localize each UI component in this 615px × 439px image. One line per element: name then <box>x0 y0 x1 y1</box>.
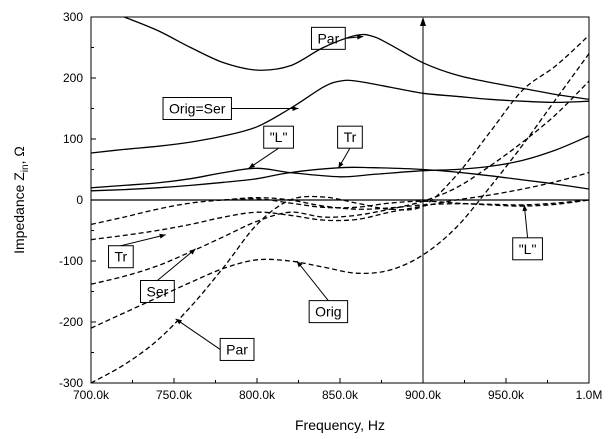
series-line-5-dashed <box>91 34 589 383</box>
series-line-9-dashed <box>91 198 589 226</box>
annotation-label: Orig=Ser <box>169 101 226 117</box>
annotation-arrowhead <box>189 248 196 255</box>
annotation-arrowhead <box>292 106 299 111</box>
y-tick-label: 300 <box>63 10 83 24</box>
series-line-2-solid <box>91 135 589 189</box>
y-axis-title-subscript: in <box>20 164 31 172</box>
annotation-label: Orig <box>315 304 341 320</box>
annotation-arrowhead <box>296 261 303 268</box>
series-line-3-solid <box>91 166 589 192</box>
x-tick-label: 900.0k <box>405 388 442 402</box>
annotation-label: "L" <box>519 241 537 257</box>
series-line-7-dashed <box>91 80 589 285</box>
x-axis-ticks: 700.0k 750.0k 800.0k 850.0k 900.0k 950.0k 1.0M <box>73 378 602 402</box>
annotation-arrowhead <box>338 161 344 169</box>
annotation-label: Tr <box>344 129 357 145</box>
y-tick-label: -100 <box>59 254 83 268</box>
y-tick-label: 200 <box>63 71 83 85</box>
series-line-6-dashed <box>91 53 589 329</box>
series-line-0-solid <box>123 17 589 100</box>
series-line-8-dashed <box>91 171 589 241</box>
annotation-leader-line <box>157 248 196 281</box>
annotation-label: Tr <box>115 249 128 265</box>
y-axis-title-unit: , Ω <box>11 146 27 164</box>
annotation-label: Par <box>317 30 339 46</box>
x-tick-label: 800.0k <box>239 388 276 402</box>
y-tick-label: -200 <box>59 315 83 329</box>
series-line-1-solid <box>91 79 589 154</box>
annotation-label: Par <box>226 341 248 357</box>
y-axis-title: Impedance Zin, Ω <box>11 146 31 254</box>
annotation-arrowhead <box>159 233 166 239</box>
x-axis-title: Frequency, Hz <box>295 417 385 433</box>
annotation-layer: Par Orig=Ser "L" Tr Tr Ser Orig Par "L" <box>115 30 537 357</box>
x-tick-label: 750.0k <box>156 388 193 402</box>
annotation-label: Ser <box>147 284 169 300</box>
x-tick-label: 700.0k <box>73 388 110 402</box>
x-tick-label: 850.0k <box>322 388 359 402</box>
annotation-arrowhead <box>175 318 182 325</box>
annotation-leader-line <box>120 234 166 247</box>
annotation-label: "L" <box>270 129 288 145</box>
y-tick-label: 0 <box>76 193 83 207</box>
annotation-leader-line <box>296 260 329 301</box>
y-axis-ticks: -300 -200 -100 0 100 200 300 <box>59 10 96 390</box>
annotation-arrowhead <box>248 162 256 169</box>
x-tick-label: 950.0k <box>488 388 525 402</box>
reference-line-arrowhead <box>420 17 426 26</box>
y-axis-title-main: Impedance Z <box>11 172 27 254</box>
series-layer <box>91 17 589 383</box>
x-tick-label: 1.0M <box>576 388 603 402</box>
y-tick-label: 100 <box>63 132 83 146</box>
series-line-10-dashed <box>223 196 589 210</box>
annotation-leader-line <box>175 318 221 350</box>
y-tick-label: -300 <box>59 376 83 390</box>
annotation-arrowhead <box>357 34 364 40</box>
annotation-arrowhead <box>522 204 528 212</box>
